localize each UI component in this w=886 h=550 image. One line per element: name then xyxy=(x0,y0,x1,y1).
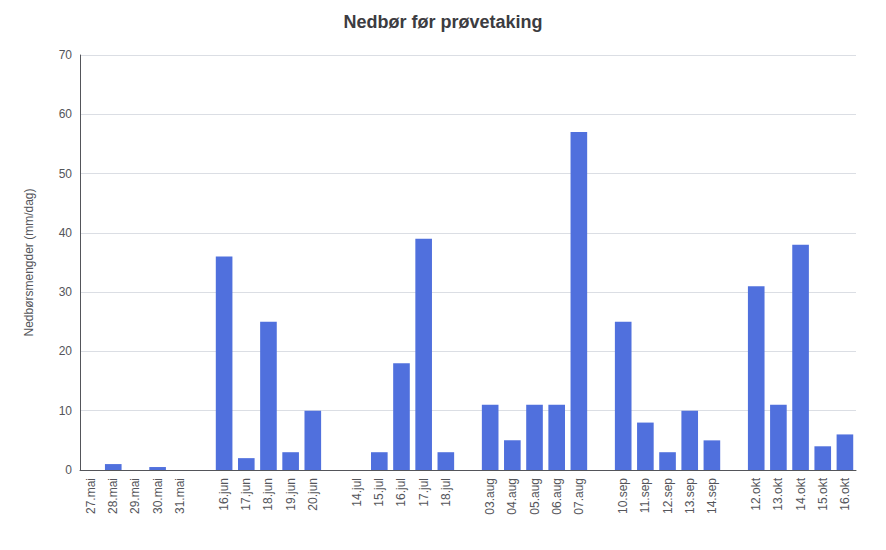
svg-text:04.aug: 04.aug xyxy=(505,478,519,515)
svg-text:70: 70 xyxy=(59,48,73,62)
svg-text:14.okt: 14.okt xyxy=(794,477,808,510)
svg-text:60: 60 xyxy=(59,107,73,121)
svg-text:18.jun: 18.jun xyxy=(261,478,275,511)
svg-text:13.okt: 13.okt xyxy=(771,477,785,510)
svg-text:15.jul: 15.jul xyxy=(372,478,386,507)
svg-text:16.jul: 16.jul xyxy=(394,478,408,507)
svg-text:31.mai: 31.mai xyxy=(173,478,187,514)
svg-text:12.okt: 12.okt xyxy=(749,477,763,510)
svg-text:10.sep: 10.sep xyxy=(616,478,630,514)
svg-text:05.aug: 05.aug xyxy=(528,478,542,515)
svg-text:20.jun: 20.jun xyxy=(306,478,320,511)
svg-text:06.aug: 06.aug xyxy=(550,478,564,515)
svg-text:17.jul: 17.jul xyxy=(417,478,431,507)
svg-text:16.jun: 16.jun xyxy=(217,478,231,511)
svg-text:20: 20 xyxy=(59,344,73,358)
svg-text:17.jun: 17.jun xyxy=(239,478,253,511)
svg-text:12.sep: 12.sep xyxy=(661,478,675,514)
svg-text:Nedbørsmengder (mm/dag): Nedbørsmengder (mm/dag) xyxy=(22,188,36,336)
svg-text:30: 30 xyxy=(59,285,73,299)
svg-text:30.mai: 30.mai xyxy=(151,478,165,514)
svg-text:28.mai: 28.mai xyxy=(106,478,120,514)
svg-text:07.aug: 07.aug xyxy=(572,478,586,515)
svg-text:18.jul: 18.jul xyxy=(439,478,453,507)
svg-text:Nedbør før prøvetaking: Nedbør før prøvetaking xyxy=(343,12,542,32)
svg-text:15.okt: 15.okt xyxy=(816,477,830,510)
svg-text:27.mai: 27.mai xyxy=(84,478,98,514)
svg-text:14.jul: 14.jul xyxy=(350,478,364,507)
svg-text:03.aug: 03.aug xyxy=(483,478,497,515)
svg-text:11.sep: 11.sep xyxy=(638,478,652,513)
svg-text:50: 50 xyxy=(59,167,73,181)
svg-text:19.jun: 19.jun xyxy=(284,478,298,511)
svg-text:0: 0 xyxy=(65,463,72,477)
svg-text:13.sep: 13.sep xyxy=(683,478,697,514)
svg-text:29.mai: 29.mai xyxy=(128,478,142,514)
svg-text:40: 40 xyxy=(59,226,73,240)
svg-text:16.okt: 16.okt xyxy=(838,477,852,510)
svg-text:14.sep: 14.sep xyxy=(705,478,719,514)
svg-text:10: 10 xyxy=(59,404,73,418)
